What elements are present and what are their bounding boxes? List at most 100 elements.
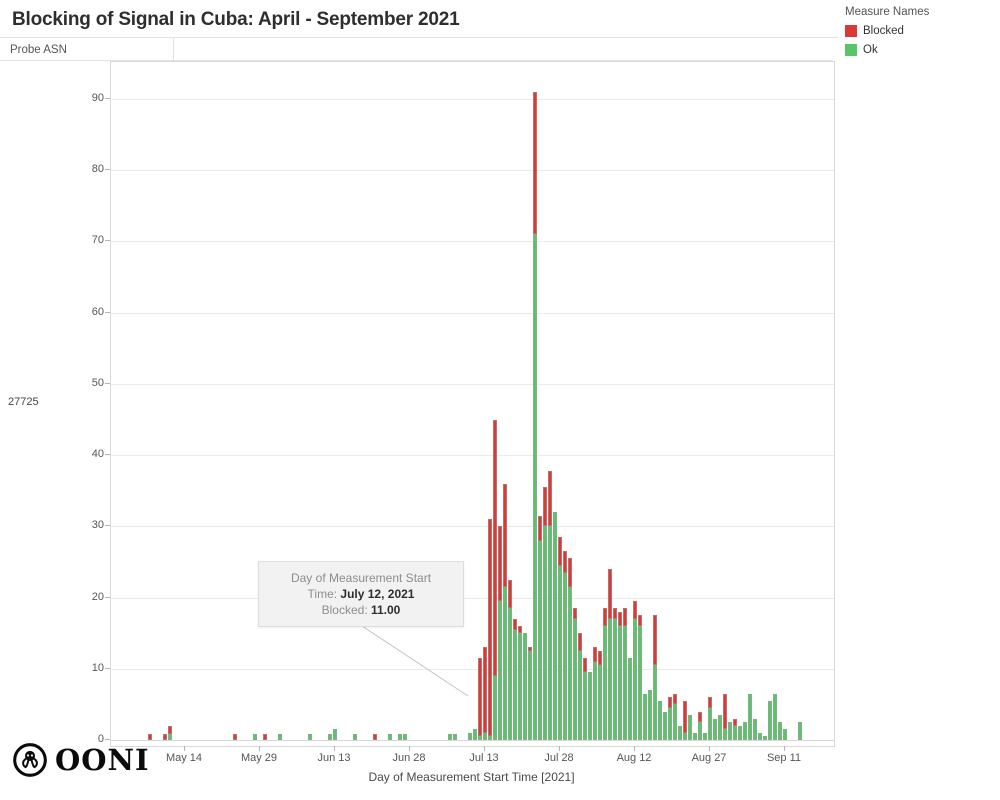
bar-blocked-Aug-1[interactable]	[578, 633, 582, 651]
bar-blocked-Aug-19[interactable]	[668, 697, 672, 708]
bar-ok-Jul-26[interactable]	[548, 526, 552, 740]
bar-ok-Jul-10[interactable]	[468, 732, 472, 740]
bar-blocked-Jul-13[interactable]	[483, 647, 487, 733]
bar-blocked-Aug-9[interactable]	[618, 611, 622, 627]
bar-ok-Sep-4[interactable]	[748, 693, 752, 740]
bar-blocked-Jul-29[interactable]	[563, 551, 567, 573]
bar-ok-Aug-22[interactable]	[683, 732, 687, 740]
bar-ok-May-28[interactable]	[253, 734, 257, 740]
bar-ok-Aug-9[interactable]	[618, 626, 622, 740]
bar-blocked-Aug-4[interactable]	[593, 647, 597, 662]
bar-ok-Jul-18[interactable]	[508, 608, 512, 740]
bar-ok-Jun-2[interactable]	[278, 734, 282, 740]
bar-blocked-Jul-30[interactable]	[568, 558, 572, 587]
bar-ok-Sep-8[interactable]	[768, 700, 772, 740]
bar-blocked-Jul-28[interactable]	[558, 537, 562, 566]
bar-ok-Jul-7[interactable]	[453, 734, 457, 740]
bar-blocked-May-24[interactable]	[233, 734, 237, 740]
bar-ok-Aug-1[interactable]	[578, 650, 582, 740]
bar-ok-Jul-11[interactable]	[473, 729, 477, 740]
bar-ok-Jul-15[interactable]	[493, 675, 497, 740]
bar-blocked-Jul-19[interactable]	[513, 618, 517, 630]
bar-blocked-Jul-20[interactable]	[518, 626, 522, 634]
bar-blocked-Aug-10[interactable]	[623, 608, 627, 627]
bar-ok-Aug-13[interactable]	[638, 626, 642, 740]
bar-ok-Aug-16[interactable]	[653, 665, 657, 740]
bar-blocked-Aug-20[interactable]	[673, 693, 677, 705]
bar-ok-Jun-26[interactable]	[398, 734, 402, 740]
bar-ok-Aug-4[interactable]	[593, 661, 597, 740]
bar-blocked-Aug-27[interactable]	[708, 697, 712, 708]
bar-ok-Jul-14[interactable]	[488, 736, 492, 740]
bar-ok-Aug-14[interactable]	[643, 693, 647, 740]
bar-ok-Jun-27[interactable]	[403, 734, 407, 740]
bar-ok-Jul-31[interactable]	[573, 618, 577, 740]
bar-ok-Aug-31[interactable]	[728, 722, 732, 740]
bar-ok-Jul-12[interactable]	[478, 736, 482, 740]
bar-ok-Aug-26[interactable]	[703, 732, 707, 740]
bar-blocked-Aug-7[interactable]	[608, 569, 612, 619]
bar-blocked-Jul-14[interactable]	[488, 519, 492, 737]
bar-blocked-Aug-8[interactable]	[613, 608, 617, 619]
bar-ok-Aug-3[interactable]	[588, 672, 592, 740]
bar-ok-Jul-19[interactable]	[513, 629, 517, 740]
bar-ok-Jun-13[interactable]	[333, 728, 337, 740]
bar-blocked-Aug-25[interactable]	[698, 711, 702, 723]
bar-blocked-Jul-31[interactable]	[573, 608, 577, 619]
bar-blocked-Jul-16[interactable]	[498, 526, 502, 602]
bar-ok-Sep-3[interactable]	[743, 722, 747, 740]
bar-ok-Jun-8[interactable]	[308, 734, 312, 740]
bar-ok-Jul-30[interactable]	[568, 586, 572, 740]
bar-ok-Jul-17[interactable]	[503, 586, 507, 740]
bar-ok-Aug-21[interactable]	[678, 725, 682, 740]
bar-blocked-Aug-22[interactable]	[683, 700, 687, 733]
bar-blocked-May-7[interactable]	[148, 734, 152, 740]
bar-ok-Sep-10[interactable]	[778, 722, 782, 740]
bar-ok-Jul-6[interactable]	[448, 734, 452, 740]
bar-ok-Jul-20[interactable]	[518, 633, 522, 740]
bar-ok-Jul-13[interactable]	[483, 732, 487, 740]
bar-blocked-May-10[interactable]	[163, 734, 167, 740]
bar-ok-Aug-25[interactable]	[698, 722, 702, 740]
bar-blocked-Jul-22[interactable]	[528, 647, 532, 651]
bar-ok-Aug-2[interactable]	[583, 672, 587, 740]
bar-blocked-Jun-21[interactable]	[373, 734, 377, 740]
bar-ok-Jul-29[interactable]	[563, 572, 567, 740]
bar-blocked-Jul-18[interactable]	[508, 579, 512, 609]
bar-ok-Jul-28[interactable]	[558, 565, 562, 740]
bar-ok-Aug-23[interactable]	[688, 715, 692, 740]
bar-blocked-Jul-23[interactable]	[533, 91, 537, 235]
bar-ok-Jul-23[interactable]	[533, 234, 537, 740]
bar-blocked-Aug-12[interactable]	[633, 601, 637, 619]
bar-ok-Aug-27[interactable]	[708, 707, 712, 740]
bar-blocked-Jul-12[interactable]	[478, 658, 482, 737]
bar-ok-Sep-6[interactable]	[758, 732, 762, 740]
bar-ok-Jul-27[interactable]	[553, 512, 557, 740]
bar-ok-Aug-28[interactable]	[713, 718, 717, 740]
bar-ok-Aug-11[interactable]	[628, 658, 632, 740]
bar-ok-Sep-11[interactable]	[783, 729, 787, 740]
bar-ok-Aug-20[interactable]	[673, 704, 677, 740]
bar-ok-Jul-16[interactable]	[498, 601, 502, 740]
bar-blocked-Aug-5[interactable]	[598, 650, 602, 666]
bar-ok-Jun-24[interactable]	[388, 734, 392, 740]
bar-ok-Aug-18[interactable]	[663, 711, 667, 740]
bar-blocked-Jul-25[interactable]	[543, 487, 547, 527]
bar-ok-Sep-2[interactable]	[738, 725, 742, 740]
bar-ok-Aug-24[interactable]	[693, 732, 697, 740]
bar-blocked-Aug-16[interactable]	[653, 615, 657, 666]
bar-ok-Aug-7[interactable]	[608, 618, 612, 740]
bar-ok-Jul-24[interactable]	[538, 540, 542, 740]
legend-item-blocked[interactable]: Blocked	[845, 25, 929, 37]
bar-blocked-Aug-6[interactable]	[603, 608, 607, 627]
bar-blocked-Jul-15[interactable]	[493, 419, 497, 676]
bar-ok-Sep-9[interactable]	[773, 693, 777, 740]
bar-ok-Aug-5[interactable]	[598, 665, 602, 740]
bar-ok-Aug-10[interactable]	[623, 626, 627, 740]
legend-item-ok[interactable]: Ok	[845, 44, 929, 56]
bar-ok-Aug-17[interactable]	[658, 700, 662, 740]
bar-ok-Jul-25[interactable]	[543, 526, 547, 740]
bar-blocked-Sep-1[interactable]	[733, 718, 737, 726]
bar-ok-Sep-1[interactable]	[733, 725, 737, 740]
bar-ok-Aug-19[interactable]	[668, 707, 672, 740]
